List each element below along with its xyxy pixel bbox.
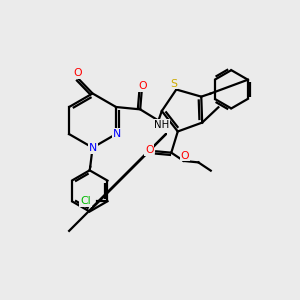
Text: NH: NH [154, 120, 169, 130]
Text: O: O [139, 81, 147, 92]
Text: N: N [89, 143, 98, 153]
Text: O: O [73, 68, 82, 78]
Text: O: O [145, 145, 154, 155]
Text: S: S [170, 79, 178, 88]
Text: N: N [113, 128, 121, 139]
Text: O: O [181, 151, 189, 160]
Text: Cl: Cl [80, 196, 91, 206]
